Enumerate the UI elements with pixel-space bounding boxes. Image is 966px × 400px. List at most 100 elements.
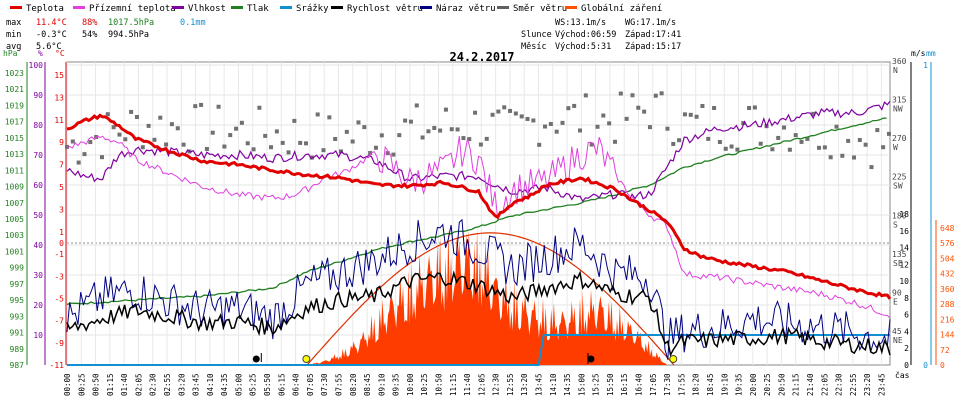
direction-tick: 315 — [892, 96, 907, 105]
time-tick: 19:35 — [735, 373, 744, 396]
time-tick: 00:00 — [63, 373, 72, 396]
direction-tick: 90 — [892, 288, 902, 297]
series-wind-direction-point — [881, 145, 886, 150]
time-tick: 20:25 — [763, 373, 772, 396]
humidity-tick: 70 — [33, 151, 43, 160]
direction-label: S — [893, 220, 898, 229]
pressure-tick: 991 — [10, 329, 25, 338]
series-wind-direction-point — [333, 136, 338, 141]
series-wind-direction-point — [204, 146, 209, 151]
temperature-tick: 0 — [59, 239, 64, 248]
time-tick: 20:00 — [749, 373, 758, 396]
series-wind-direction-point — [735, 147, 740, 152]
wind-tick: 6 — [904, 311, 909, 320]
time-tick: 10:50 — [434, 373, 443, 396]
wind-tick: 16 — [899, 227, 909, 236]
series-wind-direction-point — [729, 144, 734, 149]
temperature-tick: 13 — [54, 93, 64, 102]
humidity-tick: 40 — [33, 241, 43, 250]
time-tick: 15:50 — [606, 373, 615, 396]
series-wind-direction-point — [758, 141, 763, 146]
series-wind-direction-point — [502, 105, 507, 110]
series-wind-direction-point — [513, 111, 518, 116]
time-tick: 18:20 — [692, 373, 701, 396]
legend-swatch — [420, 6, 432, 9]
time-unit: čas — [895, 370, 910, 380]
legend-swatch — [280, 6, 292, 9]
series-wind-direction-point — [193, 104, 198, 109]
series-wind-direction-point — [822, 145, 827, 150]
series-wind-gust — [66, 218, 891, 360]
series-wind-direction-point — [863, 142, 868, 147]
pressure-tick: 1013 — [5, 150, 24, 159]
series-wind-direction-point — [350, 139, 355, 144]
sunset-marker — [669, 355, 678, 363]
series-wind-direction-point — [304, 141, 309, 146]
time-tick: 13:45 — [535, 373, 544, 396]
time-tick: 14:10 — [549, 373, 558, 396]
series-wind-direction-point — [239, 120, 244, 125]
series-wind-direction-point — [175, 126, 180, 131]
time-tick: 05:00 — [234, 373, 243, 396]
pressure-tick: 1015 — [5, 134, 24, 143]
radiation-tick: 360 — [940, 285, 955, 294]
series-wind-direction-point — [875, 128, 880, 133]
time-tick: 14:35 — [563, 373, 572, 396]
series-wind-direction-point — [228, 133, 233, 138]
time-tick: 09:10 — [377, 373, 386, 396]
time-tick: 17:30 — [663, 373, 672, 396]
legend-label: Přízemní teplota — [89, 4, 176, 14]
moonrise-marker — [252, 355, 260, 363]
time-tick: 15:25 — [592, 373, 601, 396]
series-wind-direction-point — [164, 142, 169, 147]
series-wind-direction-point — [420, 135, 425, 140]
legend-label: Rychlost větru — [347, 4, 423, 14]
humidity-unit: % — [38, 49, 43, 58]
series-wind-direction-point — [642, 109, 647, 114]
series-wind-direction-point — [799, 139, 804, 144]
series-wind-direction-point — [543, 124, 548, 129]
time-tick: 02:30 — [149, 373, 158, 396]
wind-tick: 0 — [904, 361, 909, 370]
time-tick: 12:55 — [506, 373, 515, 396]
time-tick: 21:40 — [806, 373, 815, 396]
series-wind-direction-point — [123, 137, 128, 142]
series-rain — [67, 334, 890, 366]
series-wind-direction-point — [834, 124, 839, 129]
series-wind-direction-point — [537, 142, 542, 147]
series-wind-direction-point — [467, 137, 472, 142]
series-wind-direction-point — [647, 125, 652, 130]
legend-label: Vlhkost — [188, 4, 226, 14]
time-tick: 01:40 — [120, 373, 129, 396]
series-wind-direction-point — [583, 93, 588, 98]
series-wind-direction-point — [886, 131, 891, 136]
sun-label: Slunce — [521, 30, 552, 40]
series-wind-direction-point — [612, 139, 617, 144]
time-tick: 21:15 — [792, 373, 801, 396]
rain-tick: 0 — [923, 361, 928, 370]
series-wind-direction-point — [782, 125, 787, 130]
series-wind-direction-point — [251, 147, 256, 152]
series-wind-direction-point — [245, 141, 250, 146]
time-tick: 16:15 — [620, 373, 629, 396]
temperature-tick: 1 — [59, 228, 64, 237]
series-wind-direction-point — [554, 129, 559, 134]
time-tick: 22:55 — [849, 373, 858, 396]
series-wind-direction-point — [356, 120, 361, 125]
series-temperature — [66, 113, 892, 300]
time-tick: 02:05 — [134, 373, 143, 396]
series-ground-temperature — [66, 135, 891, 319]
series-wind-direction-point — [158, 115, 163, 120]
radiation-tick: 648 — [940, 224, 955, 233]
series-wind-direction-point — [653, 93, 658, 98]
series-wind-direction-point — [111, 125, 116, 130]
pressure-tick: 1005 — [5, 215, 24, 224]
series-wind-direction-point — [578, 128, 583, 133]
series-wind-direction-point — [665, 126, 670, 131]
temperature-tick: -1 — [54, 250, 64, 259]
series-wind-direction-point — [770, 147, 775, 152]
series-wind-direction-point — [548, 121, 553, 126]
series-wind-direction-point — [82, 152, 87, 157]
humidity-tick: 50 — [33, 211, 43, 220]
series-wind-direction-point — [263, 133, 268, 138]
